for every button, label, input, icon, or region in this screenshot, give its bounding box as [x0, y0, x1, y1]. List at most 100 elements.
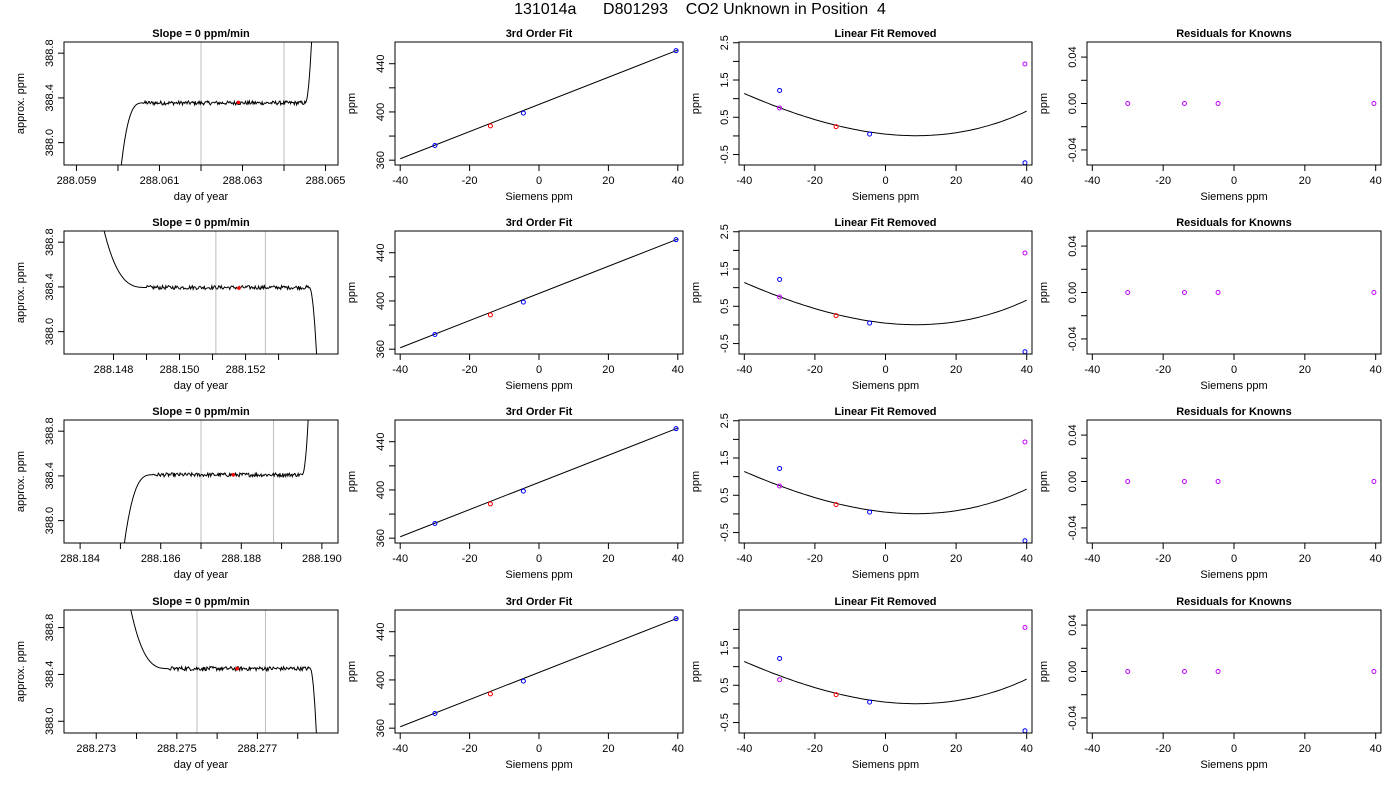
- panel-r3-c4: Residuals for Knowns Siemens ppm ppm -40 -20…: [1038, 406, 1382, 581]
- panel-r1-c3: Linear Fit Removed Siemens ppm ppm -40 -20 0 2…: [690, 28, 1033, 203]
- unknown-point: [487, 691, 493, 697]
- x-tick-label: 288.277: [238, 743, 278, 755]
- panel-r1-c1: Slope = 0 ppm/min day of year approx. ppm 2…: [15, 28, 345, 203]
- fit-curve: [744, 282, 1027, 326]
- y-tick-label: 1.5: [719, 261, 731, 276]
- x-tick-label: -40: [392, 553, 408, 565]
- y-tick-label: 400: [375, 292, 387, 310]
- x-tick-label: 288.186: [141, 553, 181, 565]
- mean-point: [236, 100, 241, 105]
- residual-point: [1181, 669, 1187, 674]
- panel-frame: [738, 609, 1033, 734]
- x-tick-label: -20: [462, 364, 478, 376]
- residual-point: [1181, 479, 1187, 484]
- residual-point: [1371, 101, 1377, 106]
- panel-frame: [1086, 419, 1382, 544]
- x-tick-label: 40: [1370, 175, 1382, 187]
- unknown-point: [833, 502, 839, 508]
- x-tick-label: 0: [1231, 364, 1237, 376]
- y-tick-label: 2.5: [719, 224, 731, 239]
- y-tick-label: -0.04: [1067, 326, 1079, 351]
- plot-area: [744, 439, 1028, 543]
- known-point: [673, 237, 679, 243]
- plot-area: [1125, 290, 1377, 295]
- panel-title: Residuals for Knowns: [1176, 596, 1292, 608]
- x-tick-label: -20: [1155, 175, 1171, 187]
- y-tick-label: 1.5: [719, 450, 731, 465]
- x-axis-label: day of year: [174, 759, 229, 771]
- panel-r3-c2: 3rd Order Fit Siemens ppm ppm -40 -20 0 20 40 36…: [346, 406, 684, 581]
- unknown-point: [487, 312, 493, 318]
- y-axis-label: ppm: [346, 661, 358, 682]
- panel-title: Slope = 0 ppm/min: [152, 28, 250, 40]
- plot-area: [1125, 479, 1377, 484]
- x-tick-label: 0: [536, 743, 542, 755]
- y-tick-label: 388.4: [44, 84, 56, 112]
- panel-frame: [63, 230, 339, 355]
- x-axis-label: Siemens ppm: [505, 380, 572, 392]
- plot-area: [123, 420, 309, 543]
- y-axis-label: approx. ppm: [15, 262, 27, 323]
- x-axis-label: Siemens ppm: [852, 569, 919, 581]
- x-tick-label: -40: [736, 175, 752, 187]
- x-tick-label: 40: [1021, 364, 1033, 376]
- plot-area: [400, 48, 679, 160]
- y-tick-label: 0.5: [719, 299, 731, 314]
- y-tick-label: 360: [375, 340, 387, 358]
- x-tick-label: 0: [536, 175, 542, 187]
- known-point: [1022, 160, 1028, 165]
- plot-area: [1125, 669, 1377, 674]
- residual-point: [1371, 290, 1377, 295]
- known-point: [777, 465, 783, 471]
- y-axis-label: ppm: [346, 282, 358, 303]
- x-tick-label: 20: [1299, 364, 1311, 376]
- residual-point: [1215, 290, 1221, 295]
- x-tick-label: 288.275: [157, 743, 197, 755]
- y-tick-label: 388.4: [44, 462, 56, 490]
- panel-r2-c1: Slope = 0 ppm/min day of year approx. ppm 2…: [15, 217, 339, 392]
- panel-title: Linear Fit Removed: [834, 596, 936, 608]
- x-tick-label: 20: [1299, 553, 1311, 565]
- plot-area: [130, 610, 317, 733]
- panel-frame: [63, 419, 339, 544]
- y-tick-label: 0.04: [1067, 424, 1079, 445]
- y-tick-label: 1.5: [719, 640, 731, 655]
- x-tick-label: -20: [807, 743, 823, 755]
- panel-frame: [63, 609, 339, 734]
- y-tick-label: 2.5: [719, 35, 731, 50]
- fit-line: [400, 49, 678, 160]
- panel-r1-c2: 3rd Order Fit Siemens ppm ppm -40 -20 0 20 40 36…: [346, 28, 684, 203]
- known-point: [777, 87, 783, 93]
- x-axis-label: day of year: [174, 380, 229, 392]
- unknown-point: [487, 501, 493, 507]
- y-tick-label: 388.8: [44, 614, 56, 642]
- y-tick-label: 0.5: [719, 110, 731, 125]
- x-tick-label: 288.063: [223, 175, 263, 187]
- x-tick-label: 40: [1021, 175, 1033, 187]
- plot-area: [744, 61, 1028, 165]
- mean-point: [231, 472, 236, 477]
- panel-frame: [1086, 230, 1382, 355]
- y-tick-label: 0.00: [1067, 661, 1079, 682]
- x-tick-label: 40: [1370, 553, 1382, 565]
- known-point: [673, 48, 679, 54]
- y-tick-label: 388.0: [44, 708, 56, 736]
- x-tick-label: 288.152: [226, 364, 266, 376]
- x-tick-label: 40: [672, 553, 684, 565]
- y-tick-label: 0.5: [719, 678, 731, 693]
- y-tick-label: 360: [375, 151, 387, 169]
- y-axis-label: approx. ppm: [15, 451, 27, 512]
- y-tick-label: -0.5: [719, 713, 731, 732]
- known-point: [1022, 728, 1028, 733]
- x-tick-label: -40: [1084, 743, 1100, 755]
- x-tick-label: 0: [536, 364, 542, 376]
- y-axis-label: approx. ppm: [15, 73, 27, 134]
- panel-title: Linear Fit Removed: [834, 28, 936, 40]
- y-axis-label: ppm: [1038, 282, 1050, 303]
- x-tick-label: -20: [462, 553, 478, 565]
- trace-line: [123, 420, 309, 543]
- y-tick-label: 1.5: [719, 72, 731, 87]
- x-tick-label: 20: [950, 553, 962, 565]
- x-tick-label: 0: [1231, 175, 1237, 187]
